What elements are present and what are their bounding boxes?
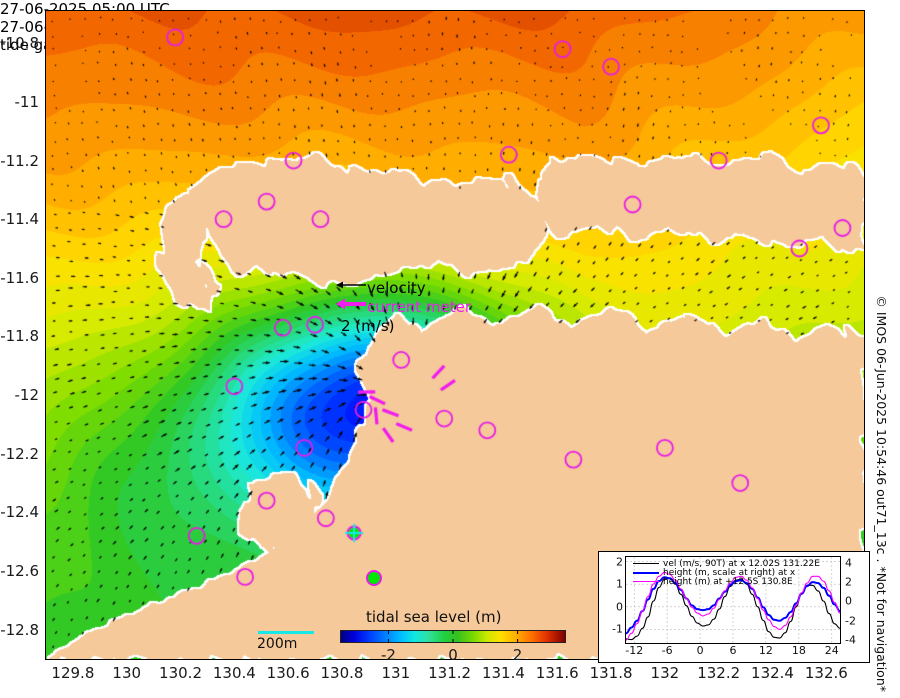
scale-bar-label: 200m [257,636,298,652]
current-meter-legend-label: current meter [367,298,471,316]
y-tick-label: -12.6 [0,562,39,581]
inset-x-tick-label: 12 [758,644,773,657]
vector-scale-label: 2 (m/s) [341,317,395,335]
timeseries-plot-area[interactable] [625,556,841,644]
inset-left-tick-label: -1 [612,622,623,636]
inset-legend-label: vel (m/s, 90T) at x 12.02S 131.22E [663,559,820,569]
timeseries-inset-panel[interactable]: -1 0 1 2 -4 -2 0 2 4 -12 -6 0 6 12 18 24 vel (m/s, 90… [598,551,870,663]
x-tick-label: 130.6 [266,664,310,682]
inset-legend-swatch [633,571,659,574]
x-tick-label: 131.2 [428,664,472,682]
inset-x-tick-label: -12 [625,644,644,657]
y-tick-label: -11.6 [0,268,39,287]
inset-legend-label: height (m, scale at right) at x [663,568,796,578]
inset-right-tick-label: -4 [845,633,856,647]
x-tick-label: 132.4 [751,664,794,682]
x-tick-label: 132 [650,664,680,682]
y-tick-label: -10.8 [0,34,39,53]
inset-legend-swatch [633,563,659,564]
inset-left-tick-label: 2 [616,555,623,569]
map-axes[interactable] [45,10,865,660]
inset-left-tick-label: 0 [616,600,623,614]
legend-arrow-icons [336,281,366,310]
x-tick-label: 131 [381,664,411,682]
x-tick-label: 131.8 [589,664,633,682]
y-tick-label: -11.8 [0,327,39,346]
x-tick-label: 130.4 [212,664,256,682]
inset-right-tick-label: 0 [845,594,852,608]
y-tick-label: -12 [14,386,40,405]
inset-x-tick-label: 24 [824,644,839,657]
inset-legend-entry: height (m) at +12.5S 130.8E [633,577,793,587]
colorbar-title: tidal sea level (m) [366,608,502,626]
inset-legend-entry: height (m, scale at right) at x [633,568,795,578]
inset-x-tick-label: 0 [696,644,704,657]
colorbar-tick-marks [387,630,519,643]
inset-x-tick-label: 18 [791,644,806,657]
y-tick-label: -12.8 [0,620,39,639]
y-tick-label: -11.2 [0,151,39,170]
y-tick-label: -12.4 [0,503,39,522]
inset-right-tick-label: -2 [845,614,856,628]
tide-gauge-marker-icon [366,570,382,586]
x-tick-label: 132.2 [697,664,741,682]
x-tick-label: 130.8 [320,664,364,682]
x-tick-label: 131.4 [481,664,525,682]
inset-x-tick-label: 6 [729,644,737,657]
inset-right-tick-label: 4 [845,556,852,570]
x-tick-label: 130.2 [159,664,203,682]
y-tick-label: -11.4 [0,210,39,229]
colorbar-tick-label: 2 [512,646,523,664]
inset-right-tick-label: 2 [845,575,852,589]
x-tick-label: 130 [112,664,142,682]
inset-legend-swatch [633,581,659,582]
inset-x-tick-label: -6 [661,644,673,657]
inset-left-tick-label: 1 [616,577,623,591]
y-tick-label: -12.2 [0,444,39,463]
velocity-arrow-icon [336,281,366,289]
scale-bar-line [258,631,314,634]
x-tick-label: 129.8 [51,664,95,682]
velocity-legend-label: velocity [367,279,426,297]
timeseries-lines [626,557,840,643]
credit-text: © IMOS 06-Jun-2025 10:54:46 out71_13c . … [874,295,890,692]
inset-legend-label: height (m) at +12.5S 130.8E [663,577,793,587]
inset-legend-entry: vel (m/s, 90T) at x 12.02S 131.22E [633,559,820,569]
colorbar-tick-label: -2 [380,646,396,664]
colorbar-tick-label: 0 [448,646,458,664]
current-meter-arrow-icon [336,298,366,310]
x-tick-label: 131.6 [535,664,579,682]
x-tick-label: 132.6 [804,664,848,682]
y-tick-label: -11 [14,92,40,111]
